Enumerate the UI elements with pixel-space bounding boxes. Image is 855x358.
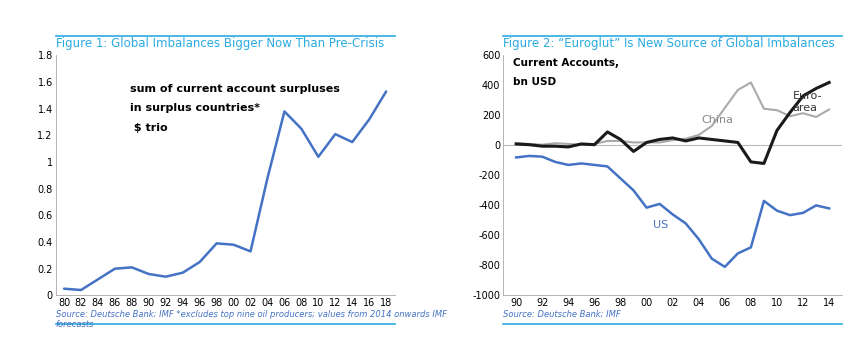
Text: US: US (653, 220, 669, 230)
Text: sum of current account surpluses: sum of current account surpluses (130, 84, 340, 94)
Text: China: China (701, 115, 734, 125)
Text: Source: Deutsche Bank; IMF *excludes top nine oil producers; values from 2014 on: Source: Deutsche Bank; IMF *excludes top… (56, 310, 446, 329)
Text: Figure 2: “Euroglut” Is New Source of Global Imbalances: Figure 2: “Euroglut” Is New Source of Gl… (503, 37, 834, 50)
Text: Euro-
area: Euro- area (793, 91, 823, 113)
Text: Current Accounts,: Current Accounts, (513, 58, 619, 68)
Text: Figure 1: Global Imbalances Bigger Now Than Pre-Crisis: Figure 1: Global Imbalances Bigger Now T… (56, 37, 384, 50)
Text: in surplus countries*: in surplus countries* (130, 103, 260, 113)
Text: $ trio: $ trio (130, 123, 168, 133)
Text: bn USD: bn USD (513, 77, 557, 87)
Text: Source: Deutsche Bank; IMF: Source: Deutsche Bank; IMF (503, 310, 621, 319)
